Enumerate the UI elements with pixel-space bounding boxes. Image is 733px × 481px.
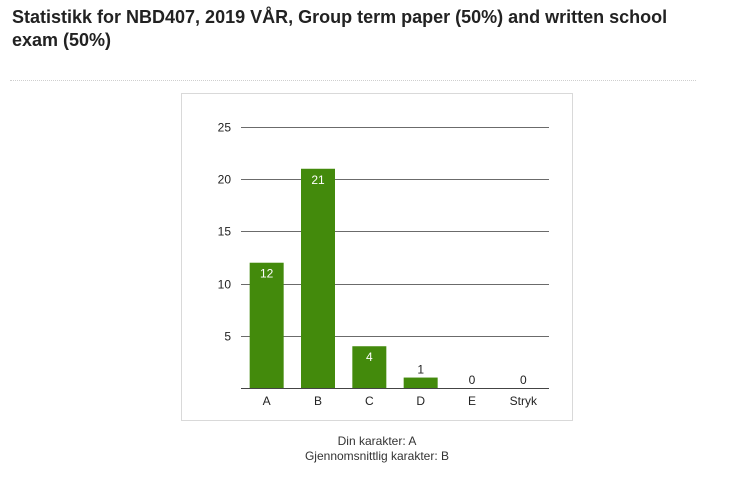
bar-value-label: 0 [469,373,476,387]
divider [10,80,696,81]
y-tick-label: 25 [218,121,232,135]
page-title: Statistikk for NBD407, 2019 VÅR, Group t… [12,7,668,50]
bar-value-label: 4 [366,350,373,364]
bar-value-label: 1 [417,363,424,377]
average-grade-text: Gjennomsnittlig karakter: B [304,449,450,463]
y-tick-label: 20 [218,173,232,187]
bar-value-label: 12 [260,267,274,281]
bar-d [403,377,438,388]
grade-distribution-chart: 5 10 15 20 25 12 A 21 B 4 C 1 D 0 E 0 Stryk [181,93,573,421]
x-category-label: Stryk [510,394,538,408]
chart-svg: 5 10 15 20 25 12 A 21 B 4 C 1 D 0 E 0 Stryk [218,121,549,408]
x-category-label: E [468,394,476,408]
y-tick-label: 5 [224,330,231,344]
your-grade-text: Din karakter: A [337,434,417,448]
bar-value-label: 21 [311,173,325,187]
bar-b [301,168,335,388]
bar-value-label: 0 [520,373,527,387]
bar-a [249,262,284,388]
y-tick-label: 15 [218,225,232,239]
x-category-label: B [314,394,322,408]
bar-c [352,346,387,388]
x-category-label: D [416,394,425,408]
x-category-label: C [365,394,374,408]
grade-summary: Din karakter: A Gjennomsnittlig karakter… [181,434,573,464]
y-tick-label: 10 [218,278,232,292]
x-category-label: A [263,394,271,408]
